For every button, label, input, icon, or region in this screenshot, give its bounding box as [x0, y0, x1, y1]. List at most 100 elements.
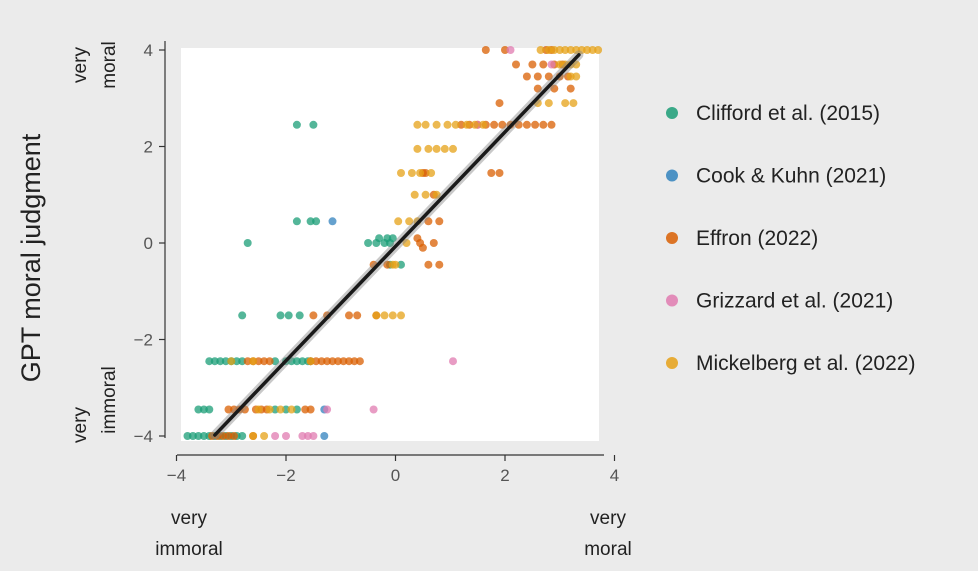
- point-s2-53: [260, 357, 269, 366]
- point-s4-37: [427, 169, 436, 177]
- point-s2-17: [495, 99, 504, 108]
- point-s2-23: [498, 120, 507, 129]
- y-tick-label: 0: [144, 234, 153, 253]
- point-s0-2: [292, 217, 301, 226]
- legend-swatch: [666, 232, 678, 244]
- point-s4-50: [397, 311, 405, 320]
- point-s2-39: [429, 239, 438, 247]
- point-s4-1: [544, 46, 553, 54]
- point-s2-52: [254, 357, 263, 366]
- point-s4-10: [594, 46, 603, 54]
- y-tick-label: 4: [144, 41, 153, 60]
- point-s2-1: [501, 46, 509, 54]
- point-s4-49: [388, 311, 397, 320]
- point-s4-26: [462, 120, 471, 129]
- point-s4-46: [388, 260, 397, 269]
- point-s4-19: [561, 99, 570, 108]
- y-low-label-line1: very: [70, 407, 91, 443]
- axes-layer: [164, 41, 604, 456]
- point-s0-22: [221, 357, 230, 366]
- point-s4-2: [550, 46, 559, 54]
- point-s3-4: [369, 405, 378, 414]
- y-high-label-line2: moral: [99, 41, 120, 89]
- point-s3-8: [298, 432, 307, 440]
- x-tick-label: 0: [391, 466, 400, 485]
- point-s4-59: [260, 432, 269, 440]
- point-s0-16: [276, 311, 285, 320]
- point-s4-44: [402, 239, 411, 247]
- legend: Clifford et al. (2015) Cook & Kuhn (2021)…: [666, 102, 915, 375]
- x-low-label-line1: very: [171, 508, 207, 529]
- point-s2-33: [495, 169, 504, 177]
- point-s0-48: [238, 432, 247, 440]
- point-s4-14: [572, 60, 581, 69]
- point-s0-40: [194, 432, 203, 440]
- point-s4-18: [544, 99, 553, 108]
- point-s4-47: [372, 311, 381, 320]
- point-s4-34: [397, 169, 405, 177]
- point-s2-35: [424, 217, 433, 226]
- point-s4-54: [254, 405, 263, 414]
- point-s2-31: [421, 169, 430, 177]
- y-axis-title: GPT moral judgment: [16, 133, 46, 382]
- point-s1-2: [320, 432, 329, 440]
- legend-swatch: [666, 294, 678, 307]
- point-s4-24: [443, 120, 452, 129]
- point-s2-73: [306, 405, 315, 414]
- point-s2-11: [544, 72, 553, 81]
- point-s0-19: [205, 357, 214, 366]
- point-s4-4: [561, 46, 570, 54]
- point-s2-47: [345, 311, 353, 320]
- point-s2-76: [219, 432, 227, 440]
- point-s4-51: [227, 357, 236, 366]
- point-s2-78: [230, 432, 238, 440]
- point-s4-16: [572, 72, 581, 81]
- point-s0-17: [284, 311, 293, 320]
- point-s4-41: [394, 217, 403, 226]
- point-s2-65: [224, 405, 233, 414]
- point-s0-30: [298, 357, 307, 366]
- point-s0-20: [210, 357, 219, 366]
- point-s2-16: [566, 84, 575, 93]
- point-s4-8: [583, 46, 592, 54]
- legend-label: Cook & Kuhn (2021): [696, 165, 886, 188]
- point-s2-59: [328, 357, 337, 366]
- point-s4-33: [449, 144, 457, 153]
- point-s2-9: [522, 72, 531, 81]
- x-tick-label: 4: [610, 466, 619, 485]
- legend-swatch: [666, 107, 678, 119]
- point-s3-10: [309, 432, 318, 440]
- point-s2-27: [531, 120, 540, 129]
- point-s4-52: [249, 357, 258, 366]
- x-high-label-line2: moral: [584, 539, 632, 560]
- point-s2-29: [547, 120, 556, 129]
- legend-swatch: [666, 357, 678, 369]
- x-tick-label: −2: [276, 466, 295, 485]
- point-s0-29: [292, 357, 301, 366]
- point-s4-38: [410, 190, 419, 199]
- point-s4-23: [432, 120, 441, 129]
- point-s0-15: [238, 311, 247, 320]
- point-s2-18: [457, 120, 466, 129]
- point-s4-56: [276, 405, 285, 414]
- point-s3-0: [506, 46, 515, 54]
- point-s4-36: [416, 169, 425, 177]
- point-s3-1: [547, 60, 556, 69]
- point-s2-57: [317, 357, 326, 366]
- point-s0-0: [292, 120, 301, 129]
- point-s4-22: [421, 120, 430, 129]
- x-high-label-line1: very: [590, 508, 626, 529]
- point-s0-12: [386, 239, 394, 247]
- point-s4-30: [424, 144, 433, 153]
- point-s4-53: [306, 357, 315, 366]
- point-s2-10: [533, 72, 542, 81]
- point-s4-20: [569, 99, 578, 108]
- point-s2-32: [487, 169, 496, 177]
- point-s0-21: [216, 357, 225, 366]
- point-s3-3: [449, 357, 457, 366]
- point-s2-64: [355, 357, 364, 366]
- end-labels-layer: very immoral very moral very moral very immoral: [70, 41, 632, 560]
- point-s4-29: [413, 144, 422, 153]
- point-s4-48: [380, 311, 389, 320]
- point-s0-26: [271, 357, 280, 366]
